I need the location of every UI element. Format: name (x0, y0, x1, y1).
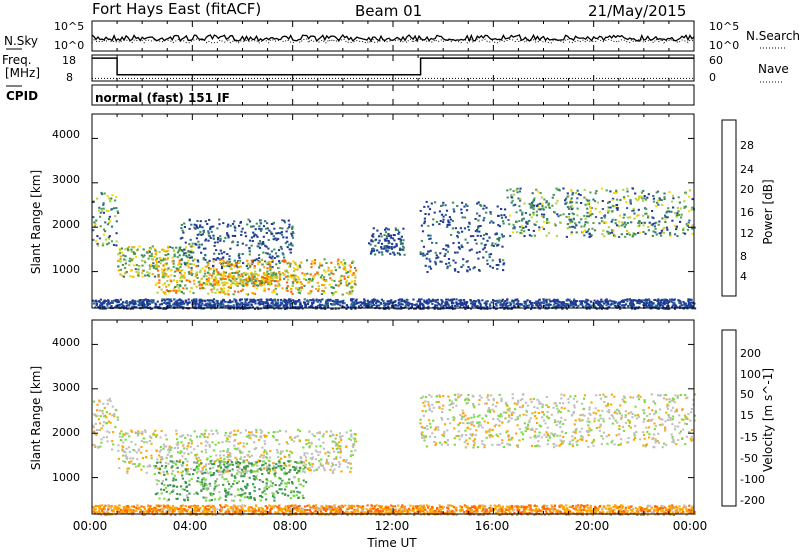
vel-ytick-4000: 4000 (52, 336, 80, 349)
nsky-label: N.Sky (4, 34, 38, 48)
date-title: 21/May/2015 (588, 2, 686, 20)
power-echo-region-2 (179, 218, 295, 270)
power-echo-region-7 (506, 187, 696, 238)
nave-tick-low: 0 (709, 71, 716, 84)
velocity-colorbar-frame (721, 329, 737, 507)
velocity-panel: 4000 3000 2000 1000 Slant Range [km] Vel… (29, 319, 775, 516)
nsky-panel: N.Sky 10^5 10^0 10^5 10^0 N.Search (4, 20, 800, 52)
cpid-label: CPID (6, 89, 38, 103)
power-yaxis: 4000 3000 2000 1000 (52, 128, 80, 276)
velocity-colorbar (721, 329, 737, 507)
vel-ytick-1000: 1000 (52, 471, 80, 484)
freq-tick-high: 18 (62, 54, 76, 67)
power-ytick-4000: 4000 (52, 128, 80, 141)
velocity-echo-region-3 (419, 393, 697, 449)
freq-label-line1: Freq. (2, 53, 32, 67)
xtick-0800: 08:00 (273, 519, 308, 533)
nsky-tick-low: 10^0 (54, 39, 84, 52)
nsearch-tick-low: 10^0 (709, 39, 739, 52)
velocity-echo-region-0 (92, 397, 120, 451)
beam-title: Beam 01 (355, 2, 422, 20)
xtick-1600: 16:00 (475, 519, 510, 533)
power-cbtick-12: 12 (740, 227, 754, 240)
nave-tick-high: 60 (709, 54, 723, 67)
vel-cbtick-100: 100 (740, 368, 761, 381)
power-cbtick-8: 8 (740, 250, 747, 263)
power-echo-region-5 (368, 227, 406, 256)
xtick-2400: 00:00 (673, 519, 708, 533)
cpid-text: normal (fast) 151 IF (95, 91, 230, 105)
frequency-trace (92, 57, 694, 76)
power-echo-region-1 (117, 245, 195, 278)
xtick-1200: 12:00 (375, 519, 410, 533)
power-echo-region-0 (92, 191, 120, 247)
nave-label: Nave (758, 62, 789, 76)
vel-cbtick-m200: -200 (740, 494, 765, 507)
velocity-colorbar-label: Velocity [m s^-1] (761, 368, 775, 472)
nsearch-label: N.Search (746, 29, 800, 43)
power-colorbar-ticks: 28 24 20 16 12 8 4 (740, 139, 754, 283)
axis-tick-marks (91, 21, 695, 514)
power-frame (91, 113, 695, 309)
freq-panel: Freq. [MHz] 18 8 60 0 Nave (2, 53, 789, 84)
power-ytick-2000: 2000 (52, 218, 80, 231)
velocity-echo-region-1 (117, 428, 358, 476)
velocity-yaxis: 4000 3000 2000 1000 (52, 336, 80, 484)
vel-cbtick-200: 200 (740, 347, 761, 360)
power-cbtick-28: 28 (740, 139, 754, 152)
vel-ytick-3000: 3000 (52, 381, 80, 394)
xtick-0400: 04:00 (173, 519, 208, 533)
vel-cbtick-m100: -100 (740, 473, 765, 486)
power-echo-region-6 (419, 200, 507, 273)
nsky-tick-high: 10^5 (54, 20, 84, 33)
freq-label-line2: [MHz] (5, 66, 40, 80)
freq-tick-low: 8 (66, 71, 73, 84)
nsky-trace (91, 33, 695, 43)
velocity-frame (91, 319, 695, 515)
xaxis-label: Time UT (366, 536, 417, 550)
vel-cbtick-m50: -50 (740, 452, 758, 465)
vel-ytick-2000: 2000 (52, 426, 80, 439)
power-cbtick-20: 20 (740, 183, 754, 196)
xtick-0000: 00:00 (73, 519, 108, 533)
vel-cbtick-50: 50 (740, 388, 754, 401)
power-ytick-3000: 3000 (52, 173, 80, 186)
power-cbtick-4: 4 (740, 270, 747, 283)
vel-cbtick-m15: -15 (740, 431, 758, 444)
xtick-2000: 20:00 (575, 519, 610, 533)
power-colorbar-label: Power [dB] (761, 179, 775, 244)
velocity-colorbar-ticks: 200 100 50 15 -15 -50 -100 -200 (740, 347, 765, 507)
power-panel: 4000 3000 2000 1000 Slant Range [km] Pow… (29, 113, 775, 310)
power-cbtick-16: 16 (740, 206, 754, 219)
power-cbtick-24: 24 (740, 163, 754, 176)
power-echo-region-4 (205, 271, 282, 287)
velocity-echo-layer (92, 393, 697, 516)
velocity-echo-region-2 (154, 459, 308, 502)
power-ylabel: Slant Range [km] (29, 170, 43, 274)
power-echo-layer (92, 187, 697, 310)
power-colorbar (721, 119, 737, 297)
time-axis: 00:00 04:00 08:00 12:00 16:00 20:00 00:0… (73, 519, 708, 550)
velocity-ylabel: Slant Range [km] (29, 366, 43, 470)
nsearch-tick-high: 10^5 (709, 20, 739, 33)
power-colorbar-frame (721, 119, 737, 297)
station-title: Fort Hays East (fitACF) (92, 0, 261, 18)
power-ytick-1000: 1000 (52, 263, 80, 276)
vel-cbtick-15: 15 (740, 409, 754, 422)
cpid-panel: CPID normal (fast) 151 IF (6, 84, 695, 106)
